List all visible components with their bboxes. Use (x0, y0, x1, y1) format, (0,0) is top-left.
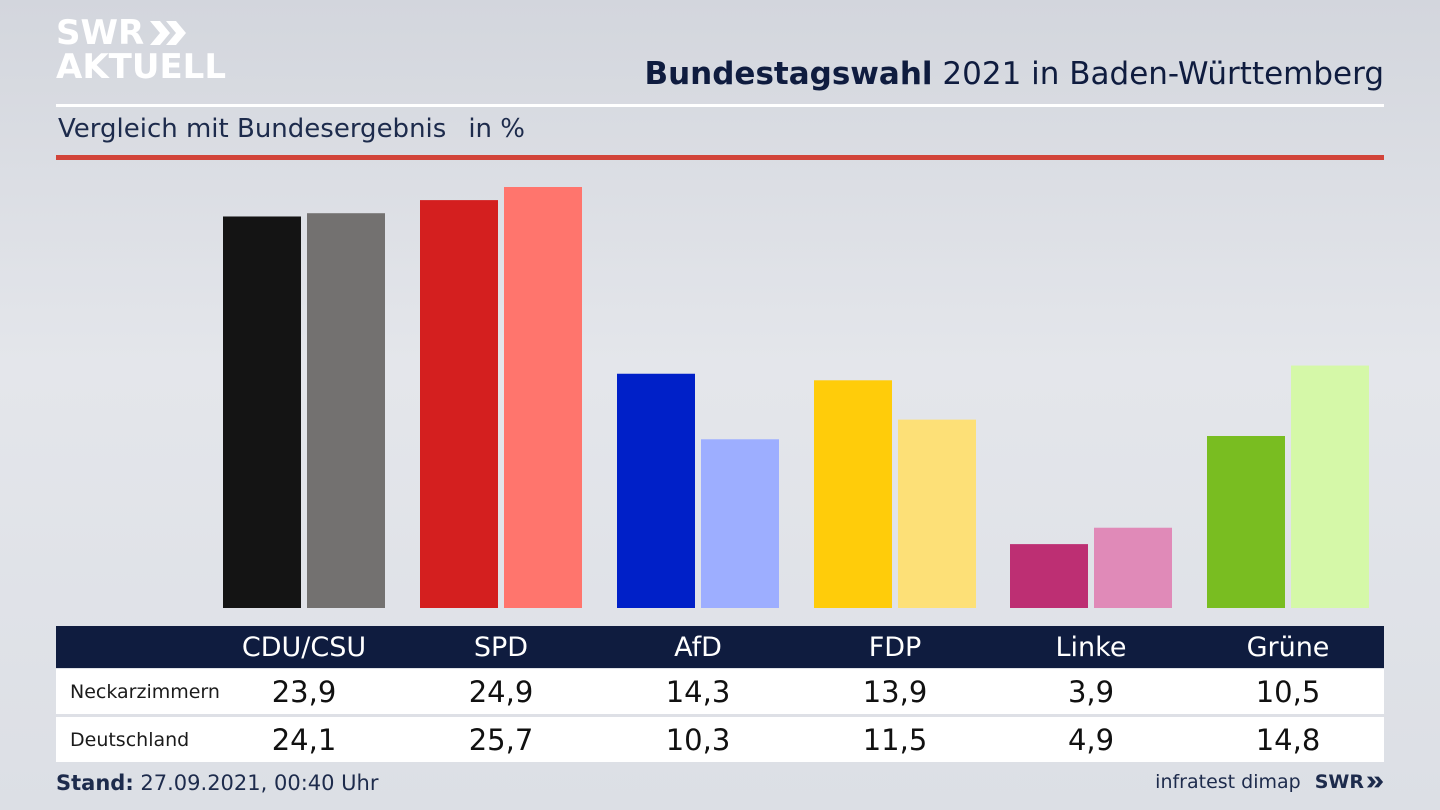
value-cell: 4,9 (1067, 722, 1115, 757)
bar-spd-national (504, 187, 582, 608)
bar-linke-national (1094, 527, 1172, 608)
header-divider (56, 104, 1384, 107)
bar-afd-local (617, 373, 695, 608)
category-label: Linke (1055, 631, 1127, 663)
subtitle-text: Vergleich mit Bundesergebnis (58, 114, 447, 144)
value-cell: 10,3 (665, 722, 731, 757)
bar-fdp-national (898, 419, 976, 608)
category-label: AfD (674, 631, 722, 663)
source-text: infratest dimap (1155, 771, 1301, 793)
category-label: FDP (868, 631, 922, 663)
title-bold: Bundestagswahl (644, 56, 933, 92)
category-label: CDU/CSU (241, 631, 367, 663)
value-cell: 24,9 (468, 674, 534, 709)
bar-cdu-csu-local (223, 216, 301, 608)
double-chevron-icon (1366, 776, 1384, 788)
stand-label: Stand: (56, 771, 134, 795)
category-label: Grüne (1246, 631, 1330, 663)
bar-linke-local (1010, 544, 1088, 608)
bar-chart (223, 187, 1369, 609)
value-cell: 13,9 (862, 674, 928, 709)
chart-subtitle: Vergleich mit Bundesergebnis in % (58, 114, 525, 144)
value-cell: 14,3 (665, 674, 731, 709)
stand-value: 27.09.2021, 00:40 Uhr (133, 771, 379, 795)
double-chevron-icon (150, 21, 187, 45)
category-label: SPD (473, 631, 529, 663)
bar-gr-ne-local (1207, 435, 1285, 608)
value-cell: 3,9 (1067, 674, 1115, 709)
row-label: Deutschland (70, 728, 190, 751)
row-label: Neckarzimmern (70, 680, 220, 703)
logo-swr-text: SWR (56, 13, 145, 53)
unit-label: in % (468, 114, 525, 144)
value-cell: 25,7 (468, 722, 534, 757)
value-cell: 14,8 (1255, 722, 1321, 757)
swr-aktuell-logo: SWR AKTUELL (56, 16, 226, 84)
title-rest: 2021 in Baden-Württemberg (932, 56, 1384, 92)
bar-cdu-csu-national (307, 213, 385, 608)
accent-divider (56, 155, 1384, 160)
timestamp: Stand: 27.09.2021, 00:40 Uhr (56, 771, 379, 795)
table-row: Deutschland 24,1 25,7 10,3 11,5 4,9 14,8 (56, 717, 1384, 762)
page-title: Bundestagswahl 2021 in Baden-Württemberg (644, 56, 1384, 92)
bar-afd-national (701, 439, 779, 608)
bar-fdp-local (814, 380, 892, 608)
value-cell: 10,5 (1255, 674, 1321, 709)
bar-gr-ne-national (1291, 365, 1369, 608)
source-credit: infratest dimap SWR (1155, 771, 1384, 793)
table-row: Neckarzimmern 23,9 24,9 14,3 13,9 3,9 10,5 (56, 669, 1384, 714)
value-cell: 11,5 (862, 722, 928, 757)
value-cell: 23,9 (271, 674, 337, 709)
table-header: CDU/CSU SPD AfD FDP Linke Grüne (56, 626, 1384, 668)
footer-swr-logo: SWR (1314, 771, 1364, 793)
bar-spd-local (420, 200, 498, 609)
value-cell: 24,1 (271, 722, 337, 757)
logo-aktuell-text: AKTUELL (56, 47, 227, 87)
